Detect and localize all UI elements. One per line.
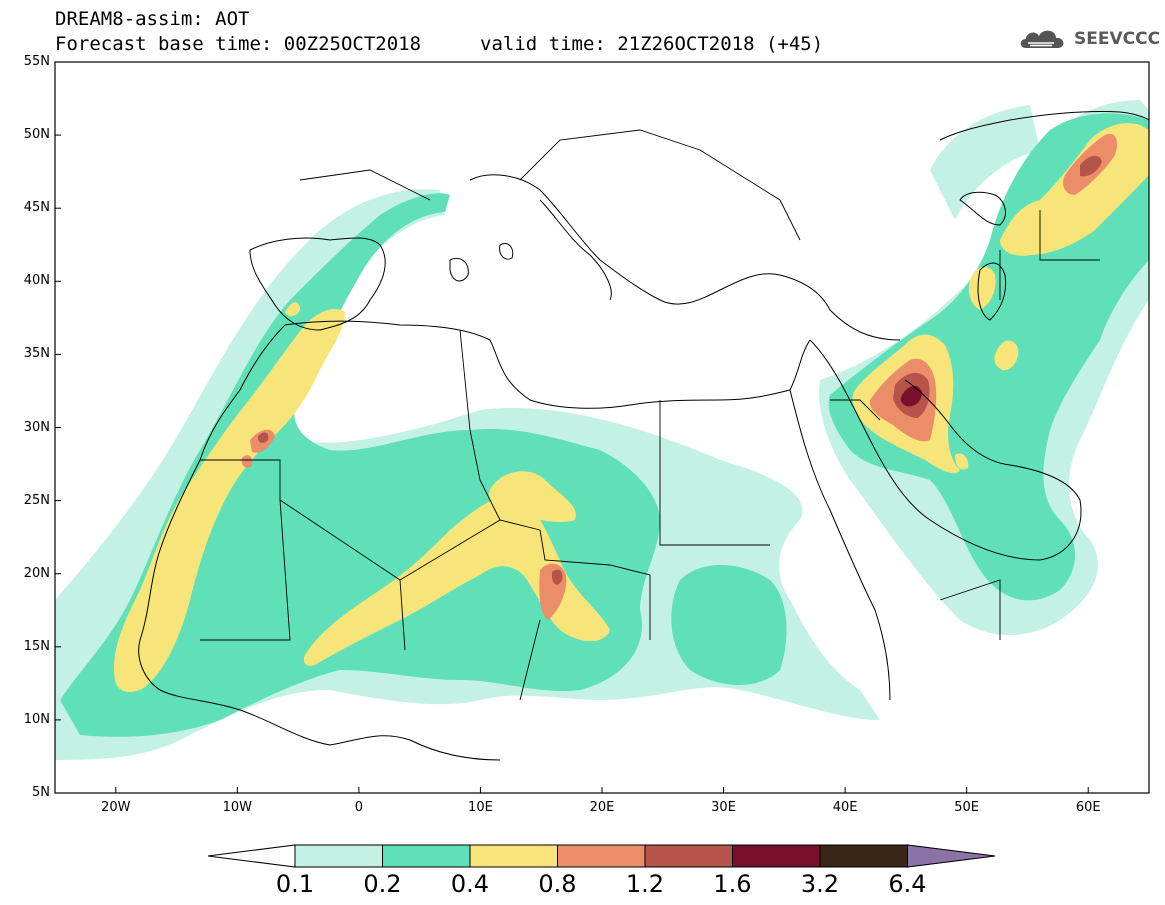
colorbar-label: 1.6 bbox=[713, 870, 752, 898]
lat-tick-label: 5N bbox=[32, 785, 50, 800]
lat-tick-label: 35N bbox=[23, 346, 50, 362]
cloud-logo-icon bbox=[1020, 30, 1064, 48]
lat-tick-label: 50N bbox=[23, 127, 50, 143]
lon-tick-label: 40E bbox=[832, 800, 858, 815]
lat-tick-label: 10N bbox=[23, 711, 50, 727]
lat-tick-label: 25N bbox=[23, 492, 50, 508]
colorbar-segment bbox=[557, 844, 646, 868]
lat-tick-label: 15N bbox=[23, 638, 50, 654]
logo-text: SEEVCCC bbox=[1074, 29, 1161, 49]
lon-tick-label: 20E bbox=[589, 800, 615, 815]
colorbar-segment bbox=[294, 844, 383, 868]
coastlines bbox=[138, 111, 1149, 761]
colorbar-segment bbox=[732, 844, 821, 868]
seevccc-logo: SEEVCCC bbox=[1018, 26, 1160, 52]
colorbar-segment bbox=[819, 844, 908, 868]
lat-tick-label: 20N bbox=[23, 565, 50, 581]
colorbar-label: 0.1 bbox=[275, 870, 315, 898]
colorbar-label: 0.4 bbox=[450, 870, 490, 898]
lon-tick-label: 60E bbox=[1075, 800, 1101, 815]
lat-tick-label: 45N bbox=[23, 200, 50, 216]
colorbar-under-arrow bbox=[207, 844, 296, 868]
colorbar-segment bbox=[382, 844, 471, 868]
colorbar-label: 0.8 bbox=[538, 870, 577, 898]
colorbar-over-arrow bbox=[907, 844, 996, 868]
lat-tick-label: 30N bbox=[23, 419, 50, 435]
lat-tick-label: 40N bbox=[23, 273, 50, 289]
lon-tick-label: 50E bbox=[954, 800, 980, 815]
colorbar-segment bbox=[644, 844, 733, 868]
colorbar-label: 0.2 bbox=[363, 870, 402, 898]
lon-tick-label: 10W bbox=[222, 800, 253, 815]
axis-ticks bbox=[55, 61, 1089, 794]
colorbar-label: 6.4 bbox=[888, 870, 927, 898]
aot-shading bbox=[55, 100, 1149, 760]
country-borders bbox=[200, 129, 1100, 701]
colorbar-label: 1.2 bbox=[625, 870, 665, 898]
colorbar-segment bbox=[469, 844, 558, 868]
colorbar bbox=[207, 844, 996, 868]
colorbar-label: 3.2 bbox=[800, 870, 840, 898]
lon-tick-label: 20W bbox=[101, 800, 131, 815]
valid-time: valid time: 21Z26OCT2018 (+45) bbox=[480, 33, 824, 55]
map-title: DREAM8-assim: AOT bbox=[55, 8, 250, 30]
lon-tick-label: 0 bbox=[354, 800, 364, 815]
lon-tick-label: 30E bbox=[711, 800, 736, 815]
forecast-base-time: Forecast base time: 00Z25OCT2018 bbox=[55, 33, 422, 55]
lon-tick-label: 10E bbox=[468, 800, 493, 815]
lat-tick-label: 55N bbox=[23, 54, 50, 69]
aot-level-1.6 bbox=[900, 385, 922, 407]
